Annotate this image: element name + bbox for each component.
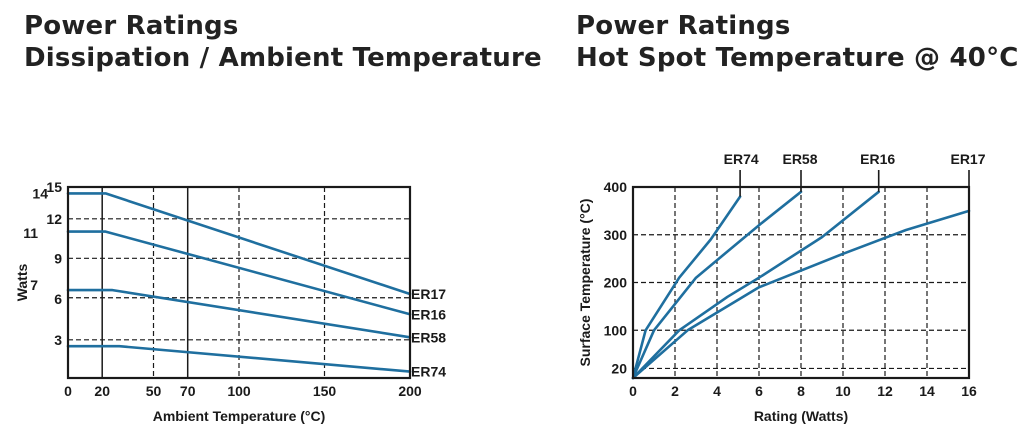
series-line-er74 [66,344,412,373]
x-tick-label: 16 [961,383,977,399]
right-title-line-2: Hot Spot Temperature @ 40°C [576,43,1019,73]
x-tick-label: 4 [713,383,721,399]
x-tick-label: 70 [180,383,196,399]
series-label-er17: ER17 [950,151,985,167]
y-tick-label: 14 [32,185,48,201]
series-label-er74: ER74 [411,364,446,380]
x-tick-label: 0 [629,383,637,399]
series-line-er74 [631,195,742,380]
series-label-er58: ER58 [782,151,817,167]
x-tick-label: 12 [877,383,893,399]
series-line-er16 [631,190,880,380]
x-tick-label: 200 [398,383,422,399]
y-tick-label: 9 [54,250,62,266]
series-line-er17 [631,209,971,380]
y-tick-label: 100 [604,322,628,338]
y-axis-label: Watts [14,263,30,301]
x-tick-label: 8 [797,383,805,399]
series-line-er58 [66,288,412,339]
x-tick-label: 10 [835,383,851,399]
y-tick-label: 6 [54,291,62,307]
x-axis-label: Ambient Temperature (°C) [153,408,326,424]
y-tick-label: 200 [604,275,628,291]
left-title-line-1: Power Ratings [24,11,239,41]
y-tick-label: 12 [46,211,62,227]
x-tick-label: 0 [64,383,72,399]
right-title-line-1: Power Ratings [576,11,791,41]
series-label-er17: ER17 [411,286,446,302]
x-tick-label: 150 [313,383,337,399]
x-axis-label: Rating (Watts) [754,408,848,424]
x-tick-label: 14 [919,383,935,399]
y-tick-label: 7 [30,277,38,293]
x-tick-label: 100 [227,383,251,399]
x-tick-label: 2 [671,383,679,399]
series-label-er16: ER16 [860,151,895,167]
series-line-er58 [631,190,803,380]
y-tick-label: 3 [54,332,62,348]
y-tick-label: 11 [23,225,38,241]
left-title-line-2: Dissipation / Ambient Temperature [24,43,542,73]
plot-frame [66,185,412,380]
right-chart-title: Power Ratings Hot Spot Temperature @ 40°… [576,10,1019,74]
x-tick-label: 6 [755,383,763,399]
y-tick-label: 15 [46,179,62,195]
x-tick-label: 20 [94,383,110,399]
series-label-er74: ER74 [724,151,759,167]
hot-spot-chart: 0 2 4 6 8 10 12 14 16 20 100 200 300 400 Rating (Watts… [577,151,986,424]
y-tick-label: 20 [611,360,627,376]
y-axis-label: Surface Temperature (°C) [577,199,593,367]
y-tick-label: 300 [604,227,628,243]
series-line-er16 [66,230,412,316]
left-chart-title: Power Ratings Dissipation / Ambient Temp… [24,10,542,74]
y-tick-label: 400 [604,179,628,195]
series-line-er17 [66,192,412,296]
x-tick-label: 50 [146,383,162,399]
series-label-er16: ER16 [411,306,446,322]
series-label-er58: ER58 [411,329,446,345]
